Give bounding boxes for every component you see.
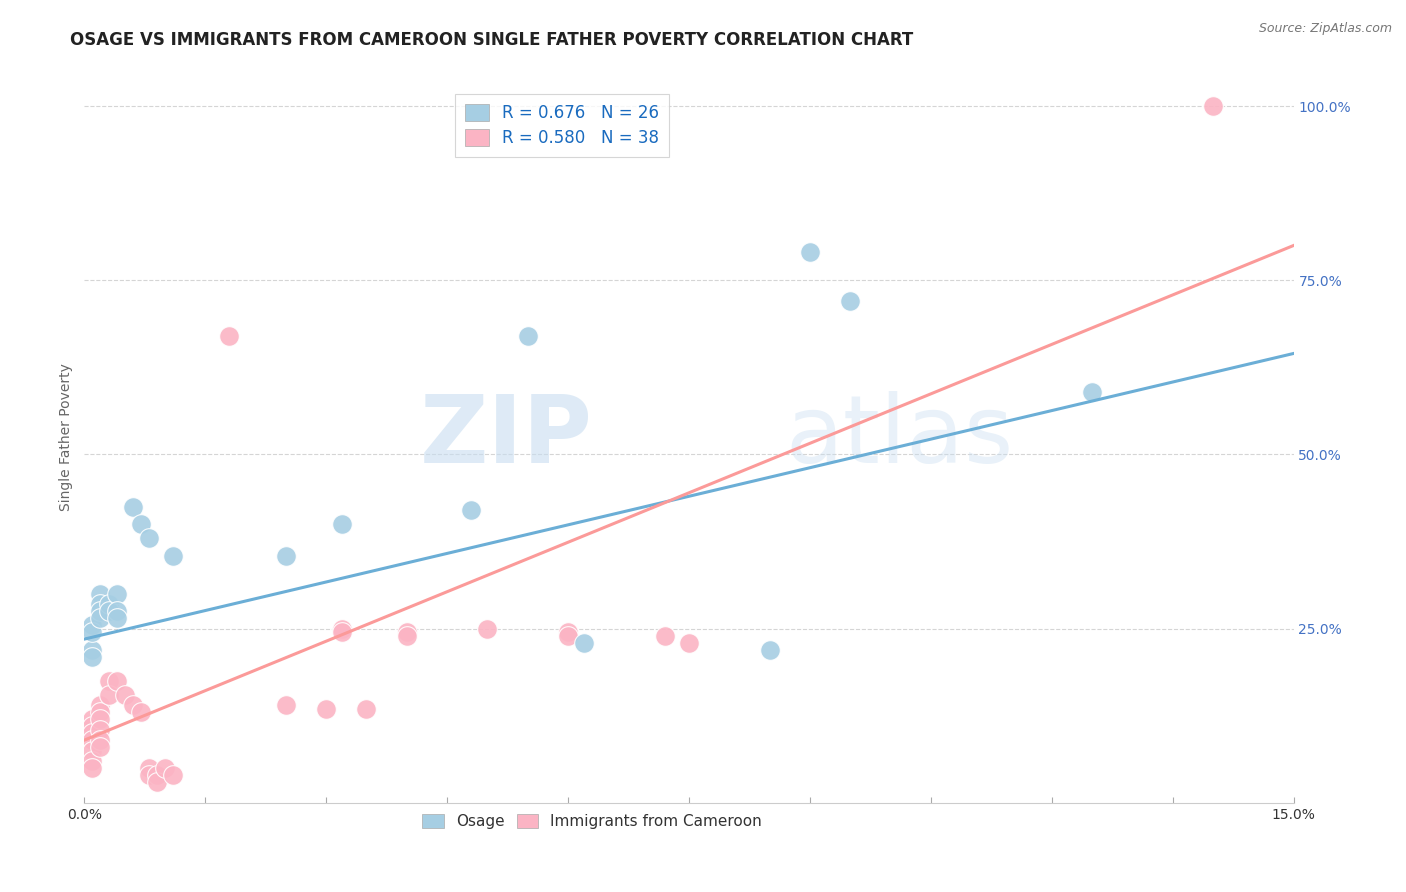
- Point: [395, 625, 418, 640]
- Point: [105, 604, 128, 618]
- Point: [82, 618, 104, 632]
- Point: [315, 702, 337, 716]
- Point: [572, 635, 595, 649]
- Point: [82, 712, 104, 726]
- Point: [1081, 384, 1104, 399]
- Point: [89, 587, 111, 601]
- Point: [105, 587, 128, 601]
- Point: [678, 635, 700, 649]
- Point: [105, 611, 128, 625]
- Text: Source: ZipAtlas.com: Source: ZipAtlas.com: [1258, 22, 1392, 36]
- Point: [121, 500, 143, 514]
- Point: [356, 702, 378, 716]
- Point: [97, 673, 120, 688]
- Point: [82, 719, 104, 733]
- Point: [758, 642, 780, 657]
- Point: [516, 329, 538, 343]
- Point: [274, 698, 297, 713]
- Point: [82, 625, 104, 640]
- Point: [557, 629, 579, 643]
- Point: [330, 517, 353, 532]
- Point: [89, 698, 111, 713]
- Legend: Osage, Immigrants from Cameroon: Osage, Immigrants from Cameroon: [416, 808, 768, 836]
- Point: [82, 642, 104, 657]
- Point: [162, 768, 184, 782]
- Point: [89, 597, 111, 611]
- Y-axis label: Single Father Poverty: Single Father Poverty: [59, 363, 73, 511]
- Point: [82, 733, 104, 747]
- Point: [654, 629, 676, 643]
- Point: [477, 622, 499, 636]
- Point: [129, 517, 152, 532]
- Point: [129, 705, 152, 719]
- Point: [89, 740, 111, 755]
- Point: [82, 726, 104, 740]
- Point: [89, 604, 111, 618]
- Point: [153, 761, 176, 775]
- Point: [138, 531, 160, 545]
- Point: [146, 775, 169, 789]
- Point: [330, 622, 353, 636]
- Point: [82, 649, 104, 664]
- Point: [89, 705, 111, 719]
- Point: [557, 625, 579, 640]
- Point: [138, 768, 160, 782]
- Point: [1202, 99, 1225, 113]
- Point: [97, 597, 120, 611]
- Point: [330, 625, 353, 640]
- Point: [114, 688, 136, 702]
- Point: [146, 768, 169, 782]
- Point: [799, 245, 821, 260]
- Point: [460, 503, 482, 517]
- Point: [839, 294, 862, 309]
- Text: OSAGE VS IMMIGRANTS FROM CAMEROON SINGLE FATHER POVERTY CORRELATION CHART: OSAGE VS IMMIGRANTS FROM CAMEROON SINGLE…: [70, 31, 914, 49]
- Point: [82, 754, 104, 768]
- Point: [105, 673, 128, 688]
- Point: [274, 549, 297, 563]
- Point: [138, 761, 160, 775]
- Text: atlas: atlas: [786, 391, 1014, 483]
- Point: [82, 743, 104, 757]
- Point: [97, 688, 120, 702]
- Point: [395, 629, 418, 643]
- Text: ZIP: ZIP: [419, 391, 592, 483]
- Point: [97, 604, 120, 618]
- Point: [82, 761, 104, 775]
- Point: [89, 712, 111, 726]
- Point: [89, 611, 111, 625]
- Point: [89, 723, 111, 737]
- Point: [89, 733, 111, 747]
- Point: [162, 549, 184, 563]
- Point: [218, 329, 240, 343]
- Point: [121, 698, 143, 713]
